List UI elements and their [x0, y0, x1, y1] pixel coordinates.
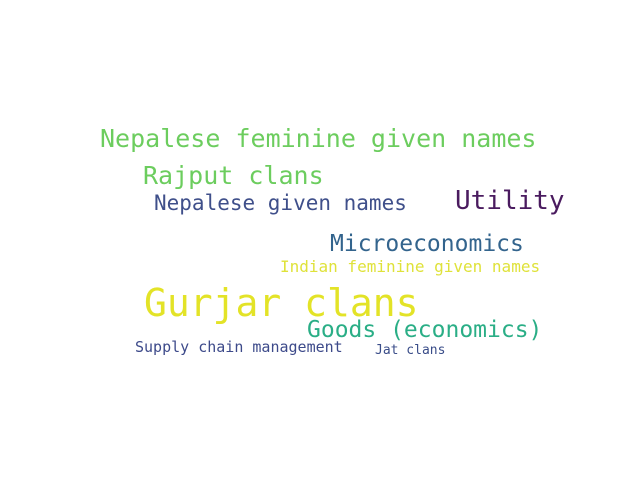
word-rajput-clans: Rajput clans — [143, 161, 324, 190]
word-gurjar-clans: Gurjar clans — [144, 281, 419, 325]
word-supply-chain-management: Supply chain management — [135, 338, 343, 356]
word-utility: Utility — [455, 186, 565, 216]
word-nepalese-given-names: Nepalese given names — [154, 191, 407, 215]
word-goods-economics: Goods (economics) — [307, 317, 543, 343]
word-indian-feminine-given-names: Indian feminine given names — [280, 257, 541, 276]
word-microeconomics: Microeconomics — [330, 231, 524, 257]
word-nepalese-feminine-given-names: Nepalese feminine given names — [100, 124, 537, 153]
word-jat-clans: Jat clans — [375, 343, 446, 358]
